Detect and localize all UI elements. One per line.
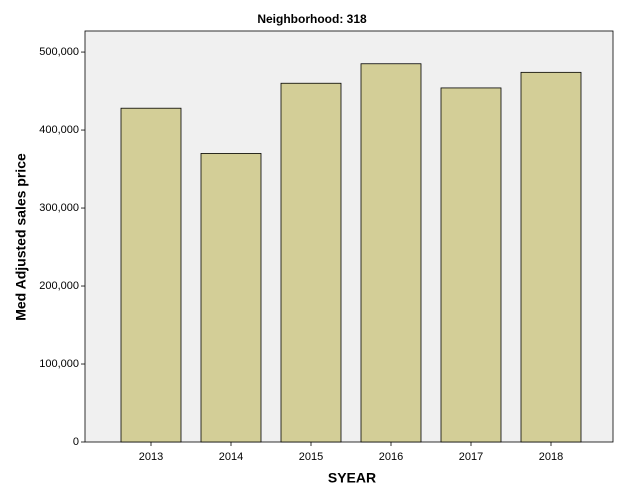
bar [120, 107, 182, 443]
y-tick-label: 300,000 [39, 202, 79, 214]
bar [280, 82, 342, 443]
bar [520, 71, 582, 443]
y-tick-label: 0 [73, 436, 79, 448]
x-tick-label: 2015 [299, 451, 323, 463]
x-tick-label: 2018 [539, 451, 563, 463]
x-tick-label: 2016 [379, 451, 403, 463]
y-tick-label: 200,000 [39, 280, 79, 292]
bar [200, 153, 262, 443]
x-axis-title: SYEAR [328, 470, 376, 486]
x-tick-label: 2013 [139, 451, 163, 463]
y-tick-label: 100,000 [39, 358, 79, 370]
y-tick-label: 500,000 [39, 46, 79, 58]
bar [440, 87, 502, 443]
x-tick-label: 2014 [219, 451, 243, 463]
bar [360, 63, 422, 443]
y-tick-label: 400,000 [39, 124, 79, 136]
x-tick-label: 2017 [459, 451, 483, 463]
chart-title: Neighborhood: 318 [257, 12, 367, 26]
y-axis-title: Med Adjusted sales price [13, 153, 29, 321]
